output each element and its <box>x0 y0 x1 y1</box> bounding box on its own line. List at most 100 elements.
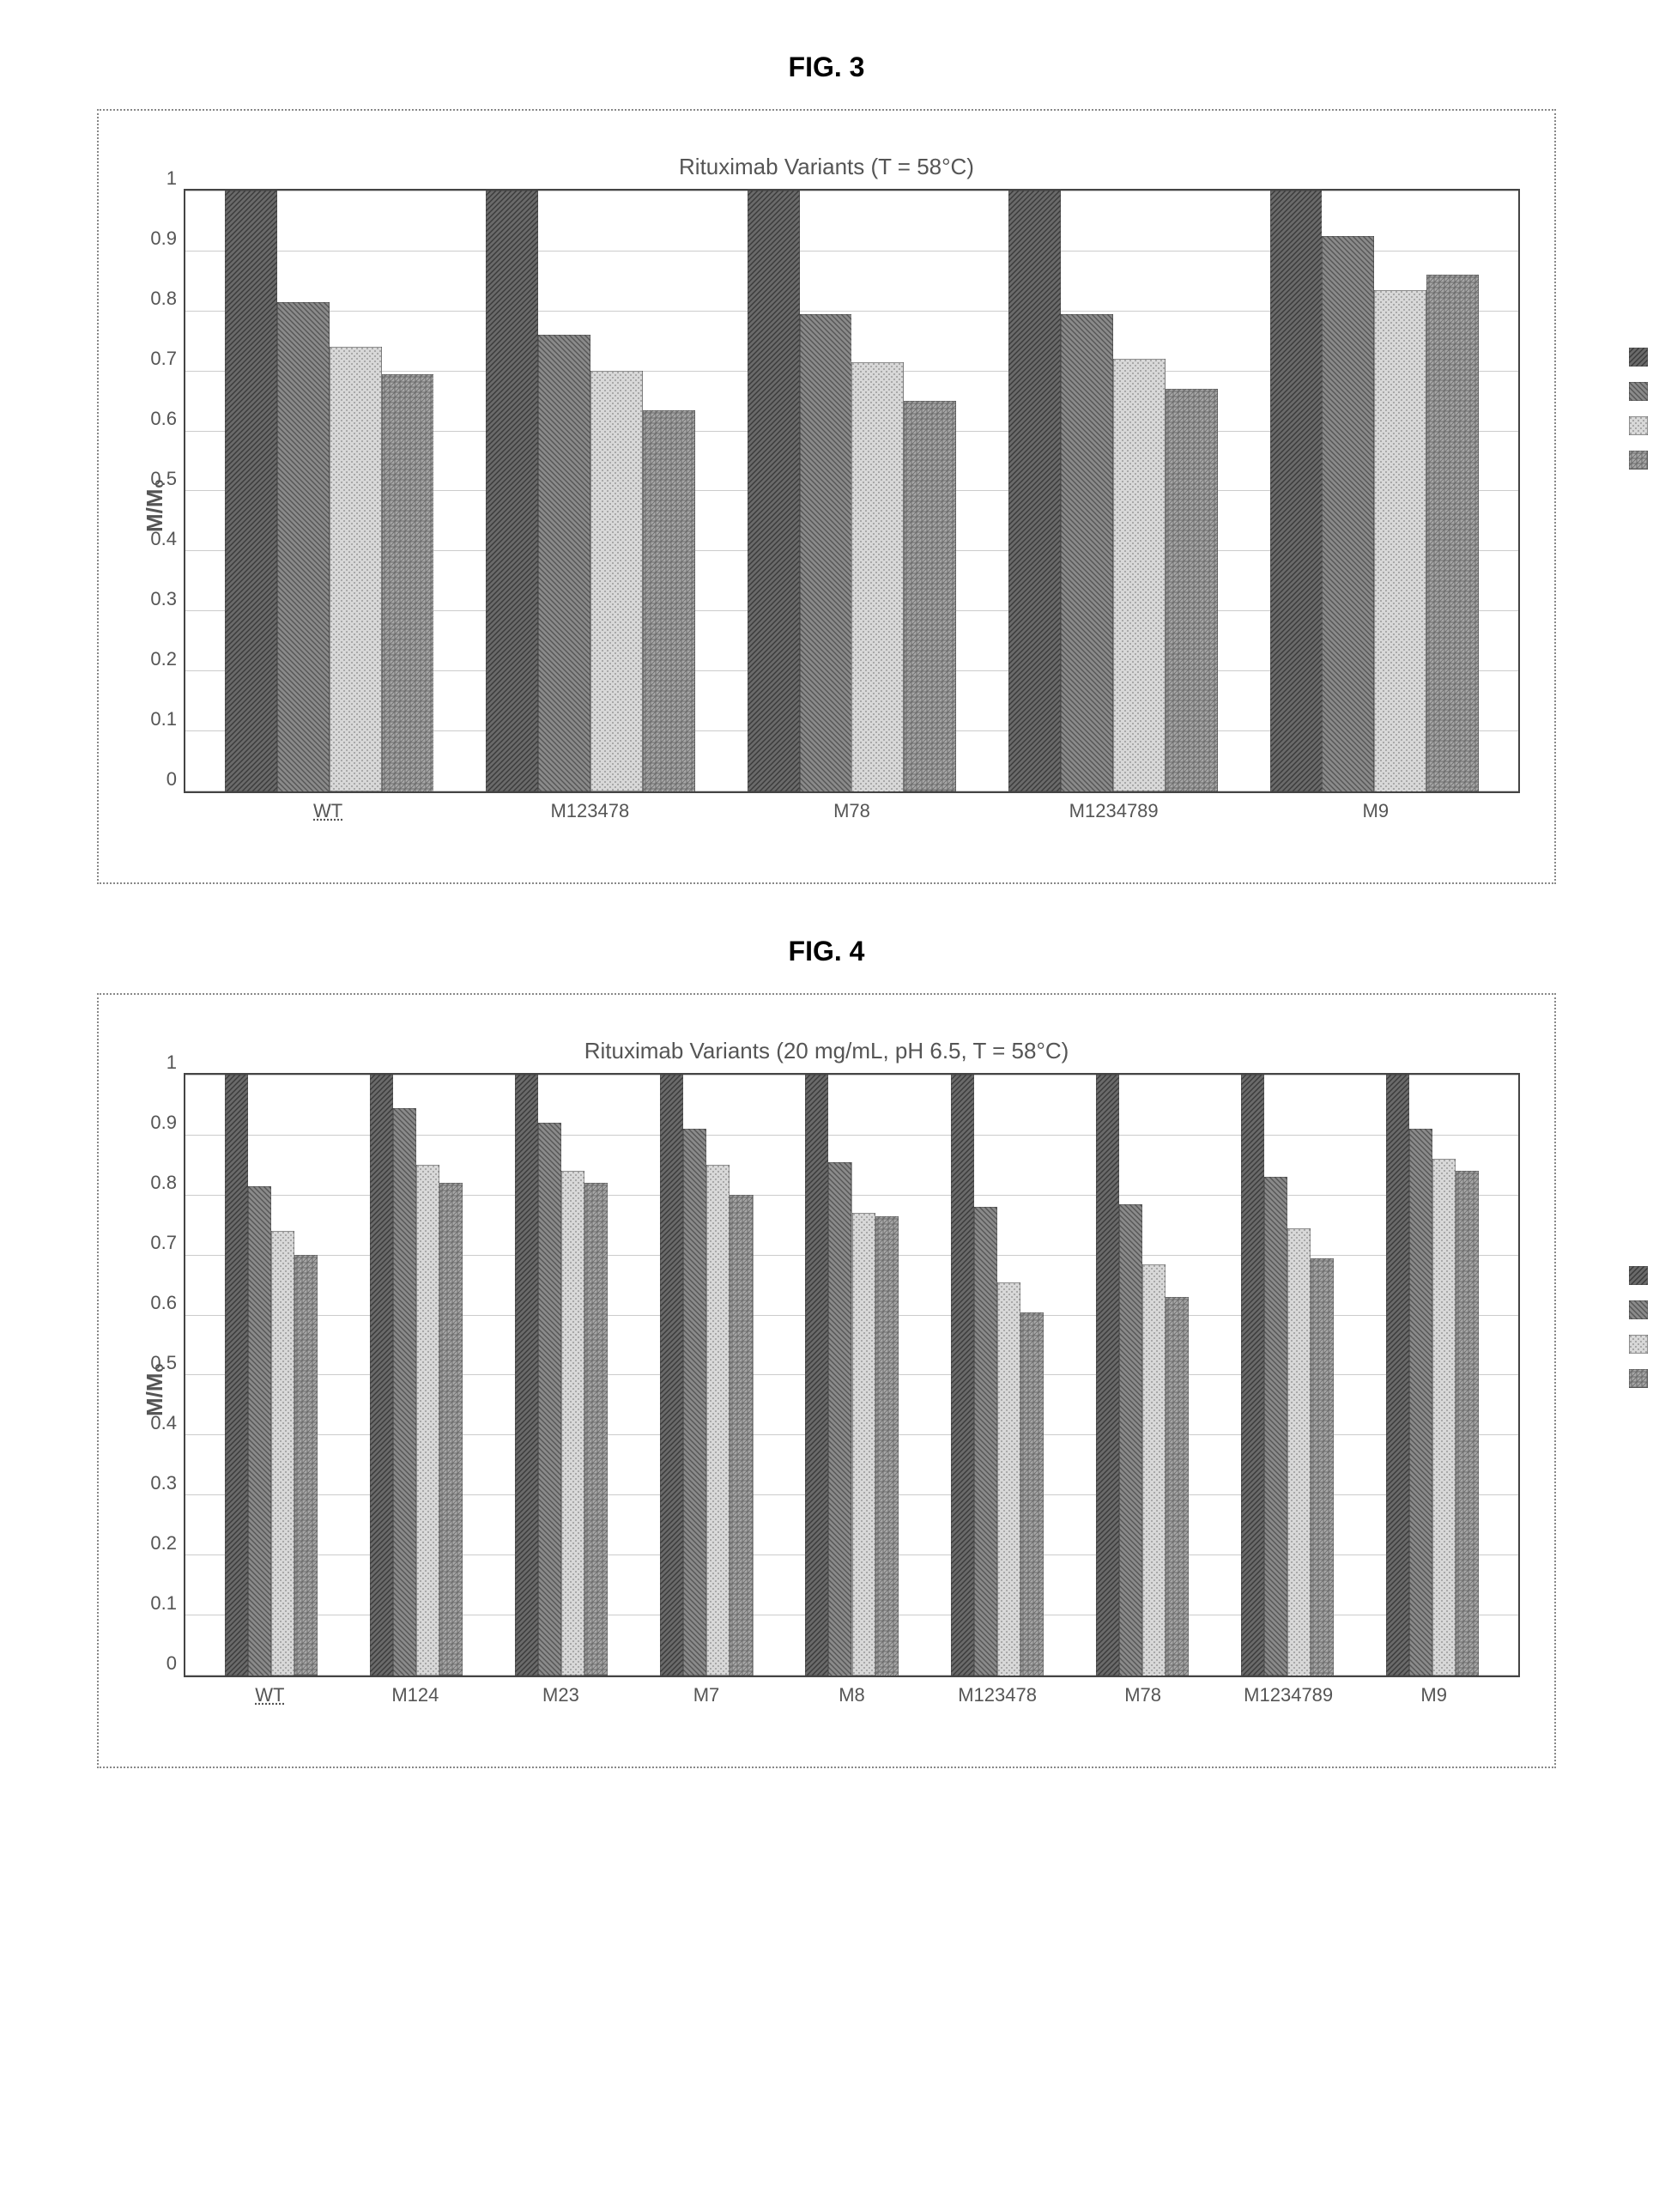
bar <box>1264 1177 1287 1676</box>
bar <box>951 1075 974 1676</box>
bar-group <box>924 1075 1069 1676</box>
figure-3-legend: t=0 24 hrs 48 hrs 72 hrs <box>1629 334 1653 483</box>
bar <box>1008 191 1061 791</box>
bar <box>584 1183 608 1676</box>
bar <box>851 362 904 792</box>
bar <box>416 1165 439 1676</box>
bar <box>538 1123 561 1676</box>
xtick: M1234789 <box>1215 1684 1361 1706</box>
figure-3-plot <box>184 189 1520 793</box>
bar <box>561 1171 584 1676</box>
bar-group <box>460 191 721 791</box>
bar-group <box>983 191 1244 791</box>
bar <box>294 1255 318 1676</box>
xtick: M8 <box>779 1684 925 1706</box>
bar <box>875 1216 899 1676</box>
bar <box>1386 1075 1409 1676</box>
bar <box>277 302 330 792</box>
bar-group <box>489 1075 634 1676</box>
bar <box>225 191 277 791</box>
legend-item: t=0 <box>1629 346 1653 368</box>
bar <box>1322 236 1374 792</box>
bar <box>1142 1264 1166 1676</box>
xtick: M123478 <box>924 1684 1070 1706</box>
bar <box>730 1195 753 1676</box>
bar <box>486 191 538 791</box>
legend-item: 24 hrs <box>1629 1299 1653 1321</box>
bar <box>683 1129 706 1676</box>
bar-group <box>344 1075 489 1676</box>
figure-4-label: FIG. 4 <box>34 936 1619 967</box>
figure-3-xaxis: WTM123478M78M1234789M9 <box>184 793 1520 822</box>
bar-group <box>779 1075 924 1676</box>
legend-item: t=0 <box>1629 1264 1653 1287</box>
bar <box>800 314 852 792</box>
bar <box>974 1207 997 1676</box>
bar <box>904 401 956 791</box>
bar <box>1270 191 1323 791</box>
xtick: WT <box>197 800 459 822</box>
figure-3-yaxis: 10.90.80.70.60.50.40.30.20.10 <box>177 189 184 790</box>
xtick: M78 <box>721 800 983 822</box>
xtick: M9 <box>1361 1684 1507 1706</box>
legend-item: 24 hrs <box>1629 380 1653 403</box>
bar <box>538 335 590 791</box>
figure-4-plot <box>184 1073 1520 1677</box>
bar <box>1119 1204 1142 1676</box>
bar-group <box>634 1075 779 1676</box>
bar <box>1166 1297 1189 1676</box>
xtick: M1234789 <box>983 800 1244 822</box>
figure-4-legend: t=0 24 hrs 48 hrs 72 hrs <box>1629 1252 1653 1402</box>
bar <box>439 1183 463 1676</box>
bar <box>248 1186 271 1676</box>
bar <box>1096 1075 1119 1676</box>
bar <box>225 1075 248 1676</box>
bar <box>1409 1129 1432 1676</box>
bar-group <box>199 191 460 791</box>
bar <box>330 347 382 791</box>
bar-group <box>1214 1075 1359 1676</box>
bar <box>515 1075 538 1676</box>
bar <box>1061 314 1113 792</box>
bar <box>1287 1228 1311 1676</box>
bar-group <box>1069 1075 1214 1676</box>
figure-4-yaxis: 10.90.80.70.60.50.40.30.20.10 <box>177 1073 184 1674</box>
figure-3-label: FIG. 3 <box>34 52 1619 83</box>
bar <box>382 374 434 792</box>
legend-item: 48 hrs <box>1629 415 1653 437</box>
bar <box>1311 1258 1334 1676</box>
bar <box>1020 1312 1044 1676</box>
bar <box>1166 389 1218 791</box>
bar <box>660 1075 683 1676</box>
bar <box>1241 1075 1264 1676</box>
bar <box>1426 275 1479 791</box>
xtick: M7 <box>633 1684 779 1706</box>
bar <box>706 1165 730 1676</box>
figure-3-container: Rituximab Variants (T = 58°C) M/M₀ 10.90… <box>97 109 1556 884</box>
bar <box>852 1213 875 1676</box>
bar <box>643 410 695 792</box>
bar <box>590 371 643 791</box>
xtick: M123478 <box>459 800 721 822</box>
bar-group <box>199 1075 344 1676</box>
xtick: M9 <box>1244 800 1506 822</box>
bar <box>1456 1171 1479 1676</box>
legend-item: 72 hrs <box>1629 449 1653 471</box>
bar-group <box>1244 191 1505 791</box>
bar-group <box>721 191 982 791</box>
bar <box>393 1108 416 1676</box>
bar <box>1432 1159 1456 1676</box>
legend-item: 72 hrs <box>1629 1367 1653 1390</box>
bar <box>370 1075 393 1676</box>
bar <box>805 1075 828 1676</box>
bar <box>1374 290 1426 792</box>
bar-group <box>1359 1075 1505 1676</box>
xtick: WT <box>197 1684 343 1706</box>
figure-4-container: Rituximab Variants (20 mg/mL, pH 6.5, T … <box>97 993 1556 1768</box>
xtick: M23 <box>488 1684 634 1706</box>
bar <box>1113 359 1166 791</box>
xtick: M124 <box>342 1684 488 1706</box>
bar <box>828 1162 851 1676</box>
bar <box>748 191 800 791</box>
legend-item: 48 hrs <box>1629 1333 1653 1355</box>
